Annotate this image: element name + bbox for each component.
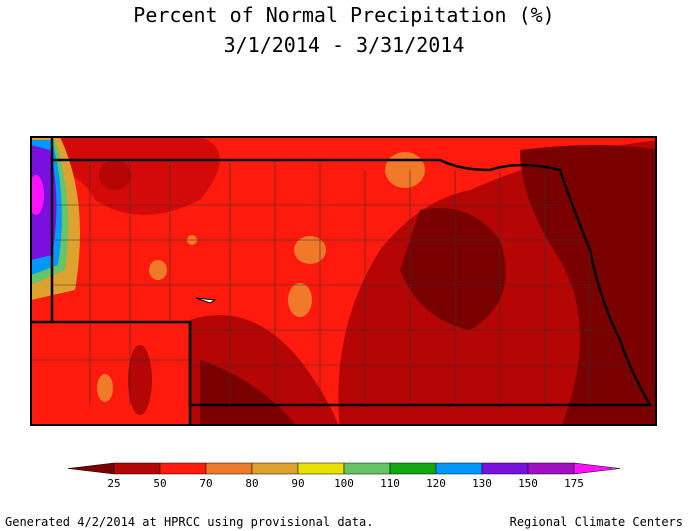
color-swatch bbox=[573, 462, 621, 475]
break-label: 110 bbox=[380, 477, 400, 490]
break-label: 80 bbox=[245, 477, 258, 490]
break-label: 130 bbox=[472, 477, 492, 490]
footer-left: Generated 4/2/2014 at HPRCC using provis… bbox=[5, 515, 373, 529]
break-label: 150 bbox=[518, 477, 538, 490]
break-label: 90 bbox=[291, 477, 304, 490]
break-label: 25 bbox=[107, 477, 120, 490]
boundaries bbox=[30, 136, 657, 426]
color-swatch bbox=[527, 462, 575, 475]
color-swatch bbox=[297, 462, 345, 475]
lake bbox=[195, 297, 217, 304]
color-swatch bbox=[67, 462, 115, 475]
footer-right: Regional Climate Centers bbox=[510, 515, 683, 529]
break-label: 120 bbox=[426, 477, 446, 490]
color-swatch bbox=[435, 462, 483, 475]
colorbar: 25 50 70 80 90 100 110 120 130 150 175 bbox=[67, 462, 621, 490]
color-swatch bbox=[343, 462, 391, 475]
title: Percent of Normal Precipitation (%) bbox=[133, 3, 554, 27]
color-swatch bbox=[251, 462, 299, 475]
color-swatch bbox=[159, 462, 207, 475]
break-label: 50 bbox=[153, 477, 166, 490]
color-swatch bbox=[389, 462, 437, 475]
subtitle: 3/1/2014 - 3/31/2014 bbox=[224, 33, 465, 57]
break-label: 100 bbox=[334, 477, 354, 490]
break-label: 70 bbox=[199, 477, 212, 490]
color-swatch bbox=[481, 462, 529, 475]
color-swatch bbox=[205, 462, 253, 475]
break-label: 175 bbox=[564, 477, 584, 490]
precip-field bbox=[31, 137, 656, 425]
color-swatch bbox=[113, 462, 161, 475]
